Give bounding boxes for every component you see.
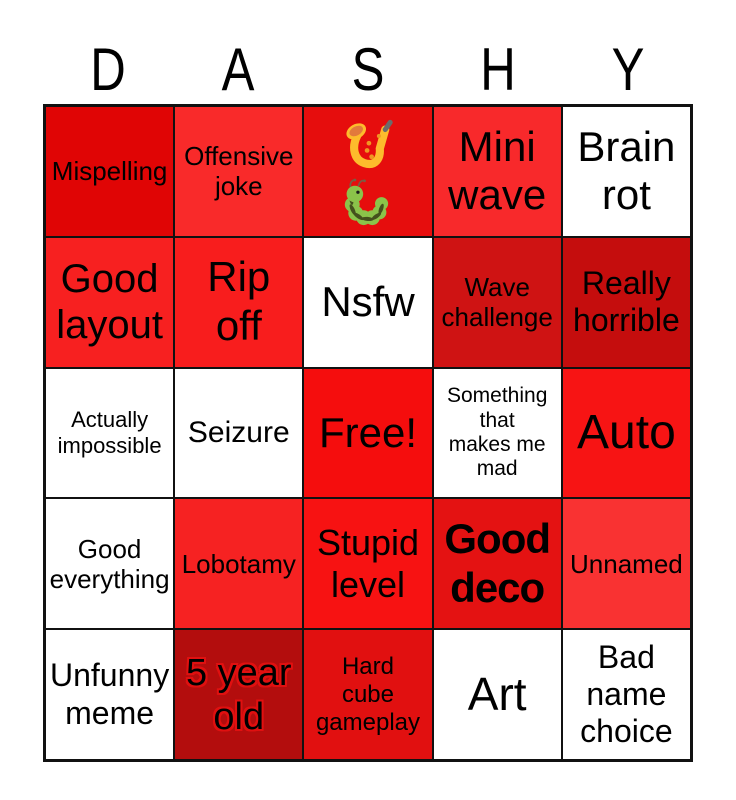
- bingo-cell[interactable]: Good deco: [432, 498, 562, 630]
- bingo-grid: Mispelling Offensive joke: [43, 104, 693, 762]
- cell-label: Something that makes me mad: [446, 384, 548, 481]
- bingo-cell[interactable]: Free!: [303, 367, 433, 499]
- bingo-cell[interactable]: Art: [432, 629, 562, 760]
- cell-label: Auto: [577, 406, 676, 460]
- cell-label: Good deco: [444, 515, 551, 611]
- cell-label: Mini wave: [448, 122, 547, 219]
- saxophone-icon: [346, 120, 393, 169]
- bingo-cell[interactable]: Rip off: [174, 236, 304, 368]
- bingo-cell[interactable]: 5 year old: [174, 629, 304, 760]
- cell-label: Nsfw: [321, 277, 415, 325]
- cell-label: Wave challenge: [441, 272, 553, 333]
- bingo-cell[interactable]: Nsfw: [303, 236, 433, 368]
- cell-label: Free!: [318, 408, 417, 456]
- title-letter-y: Y: [611, 36, 645, 103]
- bingo-cell[interactable]: Wave challenge: [432, 236, 562, 368]
- emoji-stack: [339, 116, 397, 226]
- cell-label: Bad name choice: [580, 638, 673, 750]
- cell-label: Lobotamy: [181, 548, 296, 579]
- bingo-cell[interactable]: Brain rot: [561, 106, 691, 237]
- cell-label: Actually impossible: [57, 407, 162, 458]
- cell-label: Brain rot: [577, 122, 676, 219]
- bingo-cell[interactable]: Actually impossible: [45, 367, 175, 499]
- cell-label: Rip off: [207, 253, 271, 350]
- bingo-cell[interactable]: Something that makes me mad: [432, 367, 562, 499]
- title-letter-a: A: [221, 36, 255, 103]
- bingo-cell[interactable]: Bad name choice: [561, 629, 691, 760]
- bingo-cell[interactable]: Offensive joke: [174, 106, 304, 237]
- cell-label: Stupid level: [316, 522, 420, 605]
- cell-label: Mispelling: [51, 156, 168, 187]
- bingo-cell[interactable]: Hard cube gameplay: [303, 629, 433, 760]
- bingo-cell[interactable]: Good layout: [45, 236, 175, 368]
- card-title: D A S H Y: [43, 34, 693, 100]
- bingo-cell[interactable]: Mini wave: [432, 106, 562, 237]
- caterpillar-icon: [344, 178, 389, 226]
- cell-label: Unfunny meme: [50, 657, 170, 731]
- cell-label: Art: [467, 667, 527, 720]
- bingo-cell[interactable]: Stupid level: [303, 498, 433, 630]
- cell-label: Good everything: [49, 533, 170, 594]
- cell-label: Good layout: [56, 256, 163, 348]
- title-letter-d: D: [90, 36, 126, 103]
- cell-label: Offensive joke: [184, 141, 294, 202]
- bingo-cell[interactable]: Lobotamy: [174, 498, 304, 630]
- bingo-cell[interactable]: Seizure: [174, 367, 304, 499]
- bingo-cell[interactable]: Auto: [561, 367, 691, 499]
- title-letter-h: H: [480, 36, 516, 103]
- bingo-cell[interactable]: Mispelling: [45, 106, 175, 237]
- bingo-cell[interactable]: Unfunny meme: [45, 629, 175, 760]
- bingo-cell[interactable]: Unnamed: [561, 498, 691, 630]
- bingo-cell[interactable]: [303, 106, 433, 237]
- bingo-cell[interactable]: Really horrible: [561, 236, 691, 368]
- cell-label: Seizure: [187, 415, 290, 449]
- cell-label: 5 year old: [185, 651, 292, 738]
- cell-label: Unnamed: [570, 548, 683, 579]
- cell-label: Really horrible: [573, 265, 680, 339]
- title-letter-s: S: [351, 36, 385, 103]
- bingo-cell[interactable]: Good everything: [45, 498, 175, 630]
- cell-label: Hard cube gameplay: [315, 652, 421, 736]
